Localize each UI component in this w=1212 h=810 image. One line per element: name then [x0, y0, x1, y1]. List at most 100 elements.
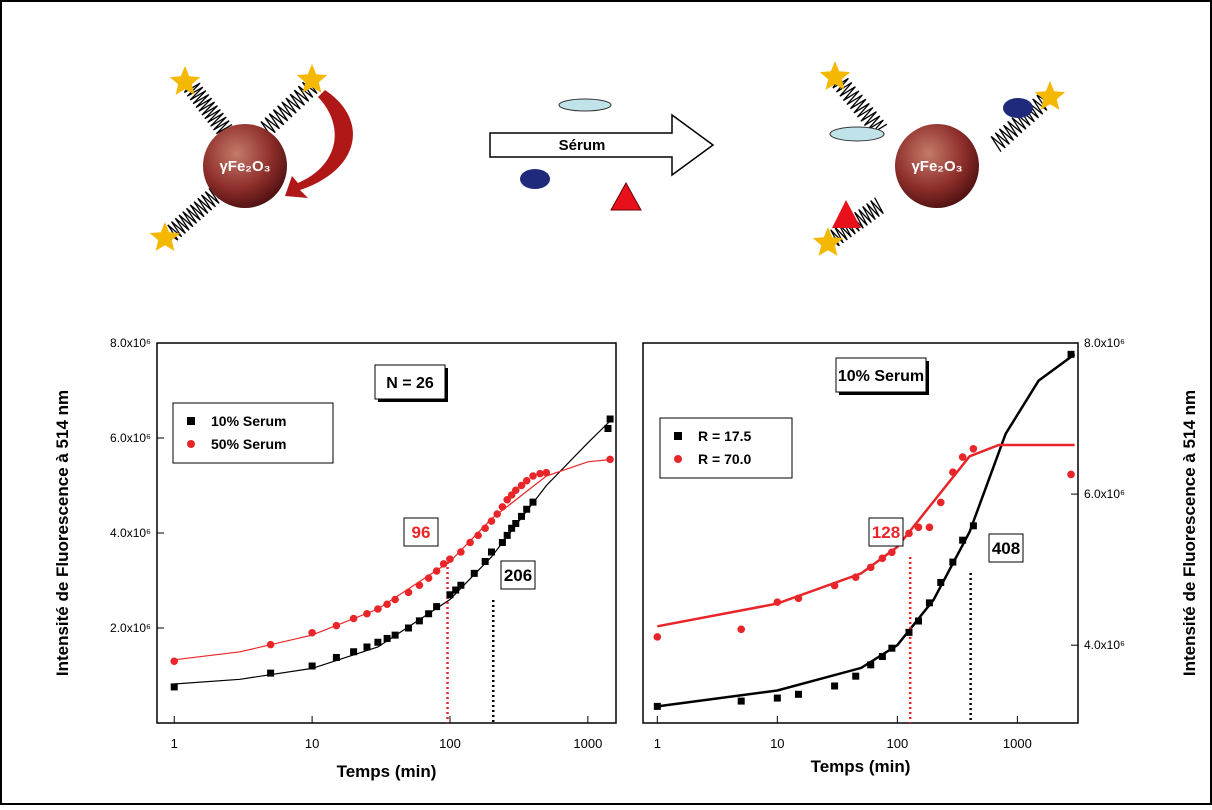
- inset-box: [835, 357, 927, 393]
- point: [470, 569, 478, 577]
- point: [170, 683, 178, 691]
- point: [653, 633, 662, 641]
- fluorophore: [149, 222, 181, 251]
- point: [936, 498, 945, 507]
- point: [852, 672, 860, 680]
- legend-box: [659, 417, 793, 479]
- annotation-label: 96: [412, 523, 431, 542]
- point: [888, 644, 896, 652]
- point: [415, 617, 423, 625]
- x-tick-label: 1000: [573, 736, 602, 751]
- point: [439, 560, 448, 568]
- point: [937, 578, 945, 586]
- point: [308, 628, 316, 637]
- point: [536, 469, 544, 478]
- point: [604, 425, 612, 432]
- point: [831, 682, 839, 690]
- point: [517, 481, 526, 490]
- point: [446, 591, 454, 599]
- point: [170, 657, 179, 666]
- point: [794, 690, 802, 698]
- point: [424, 574, 433, 582]
- fit-line: [174, 458, 613, 661]
- legend-marker: [674, 455, 682, 463]
- x-tick-label: 10: [305, 736, 319, 751]
- protein: [610, 181, 642, 211]
- point: [481, 558, 489, 565]
- point: [383, 600, 391, 609]
- point: [1067, 350, 1075, 358]
- point: [391, 595, 399, 604]
- y-tick-label: 8.0x10⁶: [1084, 336, 1125, 350]
- x-tick-label: 10: [770, 736, 784, 751]
- point: [487, 517, 496, 525]
- point: [432, 567, 441, 575]
- point: [866, 563, 875, 572]
- fit-line: [657, 353, 1076, 708]
- point: [653, 702, 661, 710]
- spring: [832, 77, 888, 135]
- plot-frame: [642, 342, 1079, 724]
- x-tick-label: 1: [171, 736, 178, 751]
- point: [332, 621, 341, 630]
- nanoparticle: [895, 124, 979, 208]
- protein: [1003, 98, 1033, 118]
- point: [493, 510, 501, 518]
- fluorophore: [169, 66, 201, 95]
- y-tick-label: 8.0x10⁶: [110, 336, 151, 350]
- point: [374, 638, 382, 646]
- point: [949, 558, 957, 566]
- x-tick-label: 100: [886, 736, 908, 751]
- point: [404, 624, 412, 632]
- point: [1067, 470, 1075, 479]
- fit-line: [174, 418, 613, 685]
- x-tick-label: 1: [654, 736, 661, 751]
- point: [914, 523, 923, 532]
- nanoparticle: [203, 124, 287, 208]
- point: [522, 476, 531, 485]
- legend-label: 50% Serum: [211, 436, 286, 452]
- fit-line: [657, 443, 1075, 628]
- point: [503, 495, 511, 504]
- point: [374, 605, 382, 613]
- diagram: [149, 61, 1066, 256]
- point: [949, 468, 957, 476]
- spring: [990, 94, 1048, 153]
- point: [512, 520, 520, 527]
- legend-label: 10% Serum: [211, 413, 286, 429]
- y-tick-label: 6.0x10⁶: [110, 431, 151, 445]
- protein: [832, 200, 861, 228]
- point: [332, 653, 340, 661]
- protein: [829, 126, 885, 142]
- point: [737, 697, 745, 705]
- arrow: [489, 113, 715, 177]
- annotation-box: [403, 517, 439, 547]
- point: [391, 631, 399, 639]
- point: [905, 628, 913, 636]
- point: [878, 554, 887, 563]
- point: [457, 548, 465, 556]
- particle-label: γFe₂O₃: [911, 158, 962, 175]
- point: [925, 523, 934, 532]
- point: [508, 524, 516, 532]
- spring: [183, 82, 233, 135]
- point: [487, 548, 495, 556]
- point: [851, 573, 860, 581]
- y-tick-label: 6.0x10⁶: [1084, 487, 1125, 501]
- point: [517, 512, 525, 520]
- fluorophore: [1034, 81, 1066, 110]
- point: [773, 694, 781, 702]
- point: [925, 599, 933, 607]
- point: [888, 548, 896, 557]
- point: [363, 643, 371, 651]
- annotation-label: 408: [992, 539, 1020, 558]
- annotation-label: 206: [504, 566, 532, 585]
- point: [878, 653, 886, 661]
- point: [523, 505, 531, 513]
- y-axis-label: Intensité de Fluorescence à 514 nm: [1180, 390, 1199, 676]
- point: [529, 498, 537, 506]
- point: [466, 538, 474, 547]
